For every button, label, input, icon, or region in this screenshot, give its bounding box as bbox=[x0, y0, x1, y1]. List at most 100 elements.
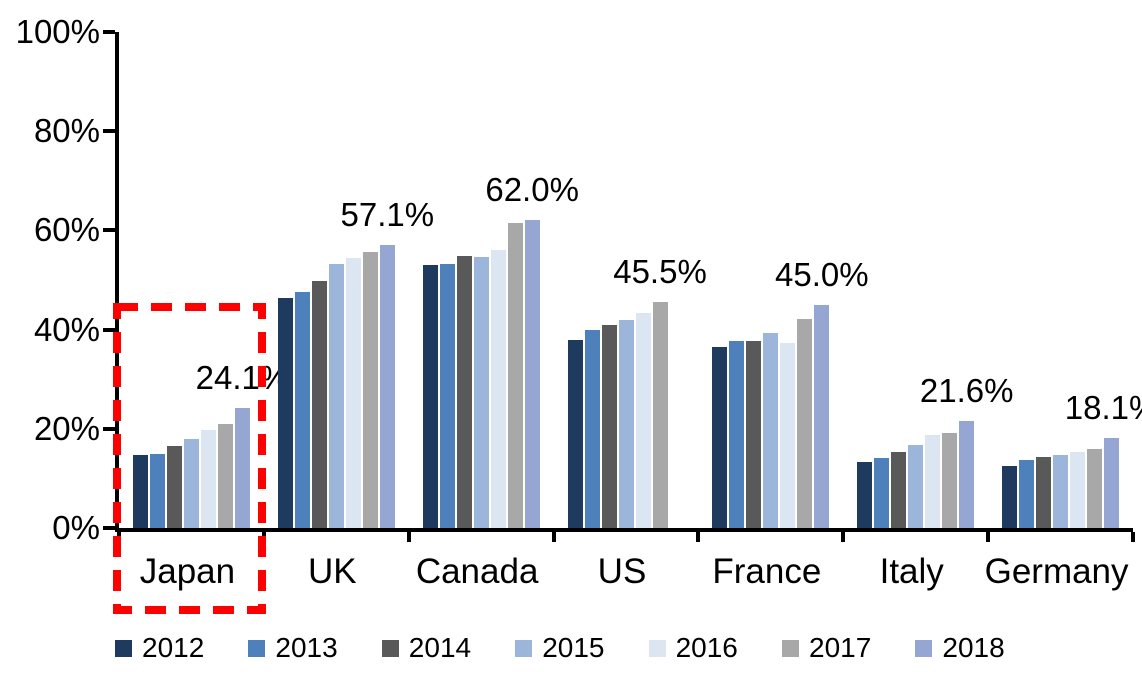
bar-2016-japan bbox=[200, 429, 216, 528]
y-axis-tick bbox=[103, 426, 115, 431]
bar-2017-japan bbox=[217, 423, 233, 528]
y-axis-tick-label: 80% bbox=[33, 112, 100, 150]
legend-label-2014: 2014 bbox=[408, 632, 472, 663]
category-label-italy: Italy bbox=[879, 552, 944, 591]
data-label-italy: 21.6% bbox=[919, 371, 1014, 409]
bar-2015-uk bbox=[328, 264, 344, 528]
legend-swatch-2015 bbox=[515, 639, 533, 657]
x-axis-tick bbox=[551, 532, 556, 542]
bar-2015-france bbox=[763, 333, 779, 528]
bar-2016-italy bbox=[925, 434, 941, 528]
bar-2013-canada bbox=[439, 263, 455, 528]
bar-2018-japan bbox=[234, 408, 250, 528]
data-label-canada: 62.0% bbox=[485, 171, 579, 209]
legend-label-2018: 2018 bbox=[942, 632, 1005, 663]
bar-2016-germany bbox=[1070, 452, 1086, 528]
bar-2018-italy bbox=[959, 420, 975, 528]
y-axis-tick bbox=[103, 30, 115, 34]
bar-2018-canada bbox=[524, 220, 540, 528]
bar-2018-france bbox=[814, 304, 830, 528]
bar-2017-us bbox=[652, 302, 668, 528]
data-label-france: 45.0% bbox=[775, 255, 869, 293]
y-axis-tick bbox=[103, 526, 115, 530]
bar-2017-uk bbox=[362, 252, 378, 528]
bar-2014-uk bbox=[311, 280, 327, 528]
x-axis-tick bbox=[117, 532, 121, 542]
bar-2018-germany bbox=[1104, 438, 1120, 528]
legend-item-2013: 2013 bbox=[248, 632, 338, 664]
legend-label-2012: 2012 bbox=[142, 632, 205, 663]
legend-label-2017: 2017 bbox=[809, 632, 872, 663]
bar-2012-us bbox=[567, 339, 583, 528]
bar-2017-france bbox=[797, 318, 813, 528]
bar-2012-uk bbox=[277, 298, 293, 528]
category-label-us: US bbox=[597, 552, 647, 591]
legend-item-2018: 2018 bbox=[915, 632, 1005, 664]
bar-2012-germany bbox=[1002, 466, 1018, 528]
data-label-japan: 24.1% bbox=[195, 359, 290, 397]
bar-2013-germany bbox=[1019, 459, 1035, 528]
legend-swatch-2013 bbox=[248, 639, 266, 657]
bar-2016-uk bbox=[345, 257, 361, 528]
legend-item-2015: 2015 bbox=[515, 632, 604, 664]
y-axis-tick-label: 40% bbox=[33, 310, 100, 348]
legend-item-2017: 2017 bbox=[782, 632, 871, 664]
y-axis-tick bbox=[103, 327, 115, 332]
category-label-japan: Japan bbox=[139, 552, 236, 591]
bar-2016-us bbox=[635, 312, 651, 528]
data-label-us: 45.5% bbox=[613, 253, 707, 291]
x-axis-tick bbox=[986, 532, 991, 542]
bar-2013-uk bbox=[294, 291, 310, 528]
y-axis-tick-label: 60% bbox=[33, 211, 100, 249]
category-label-canada: Canada bbox=[415, 552, 539, 591]
bar-2015-us bbox=[618, 320, 634, 528]
legend-item-2016: 2016 bbox=[648, 632, 738, 664]
bar-2014-france bbox=[746, 341, 762, 528]
bar-2013-italy bbox=[874, 458, 890, 528]
bar-2017-italy bbox=[942, 432, 958, 528]
legend-label-2015: 2015 bbox=[542, 632, 605, 663]
y-axis-tick bbox=[103, 129, 115, 134]
x-axis-tick bbox=[841, 532, 846, 542]
bar-2014-canada bbox=[456, 256, 472, 528]
y-axis-tick-label: 20% bbox=[33, 409, 100, 447]
legend-swatch-2017 bbox=[782, 639, 799, 657]
bar-2012-japan bbox=[132, 454, 148, 528]
bar-2016-france bbox=[780, 342, 796, 528]
bar-2017-canada bbox=[507, 222, 523, 528]
legend-item-2014: 2014 bbox=[381, 632, 472, 664]
y-axis-tick bbox=[103, 228, 115, 233]
bar-2014-us bbox=[601, 325, 617, 528]
bar-2013-france bbox=[729, 341, 745, 528]
legend-swatch-2014 bbox=[381, 639, 399, 657]
data-label-germany: 18.1% bbox=[1064, 389, 1142, 427]
bar-2013-japan bbox=[149, 453, 165, 528]
bar-2015-italy bbox=[908, 444, 924, 528]
legend-swatch-2018 bbox=[915, 639, 933, 657]
legend-swatch-2016 bbox=[648, 639, 666, 657]
x-axis-tick bbox=[406, 532, 411, 542]
bar-2018-uk bbox=[379, 244, 395, 528]
plot-area: 24.1% 57.1% 62.0% 45.5% 45.0% 21.6% 18.1% bbox=[103, 30, 1142, 542]
x-axis-tick bbox=[1131, 532, 1135, 542]
bar-2013-us bbox=[584, 330, 600, 528]
bar-2014-japan bbox=[166, 446, 182, 528]
category-label-uk: UK bbox=[307, 552, 357, 591]
x-axis-tick bbox=[261, 532, 266, 542]
y-axis-tick-label: 100% bbox=[15, 13, 100, 50]
legend-item-2012: 2012 bbox=[115, 632, 204, 664]
bar-2012-canada bbox=[422, 265, 438, 528]
bar-2017-germany bbox=[1087, 448, 1103, 528]
bar-2016-canada bbox=[490, 250, 506, 528]
legend-swatch-2012 bbox=[115, 639, 132, 657]
bar-2012-france bbox=[712, 346, 728, 528]
bar-2015-germany bbox=[1053, 455, 1069, 528]
category-label-france: France bbox=[712, 552, 822, 591]
legend-label-2013: 2013 bbox=[275, 632, 338, 663]
legend-label-2016: 2016 bbox=[675, 632, 738, 663]
bar-2015-canada bbox=[473, 257, 489, 528]
bar-2014-germany bbox=[1036, 456, 1052, 528]
bar-2015-japan bbox=[183, 438, 199, 528]
category-label-germany: Germany bbox=[984, 552, 1129, 591]
